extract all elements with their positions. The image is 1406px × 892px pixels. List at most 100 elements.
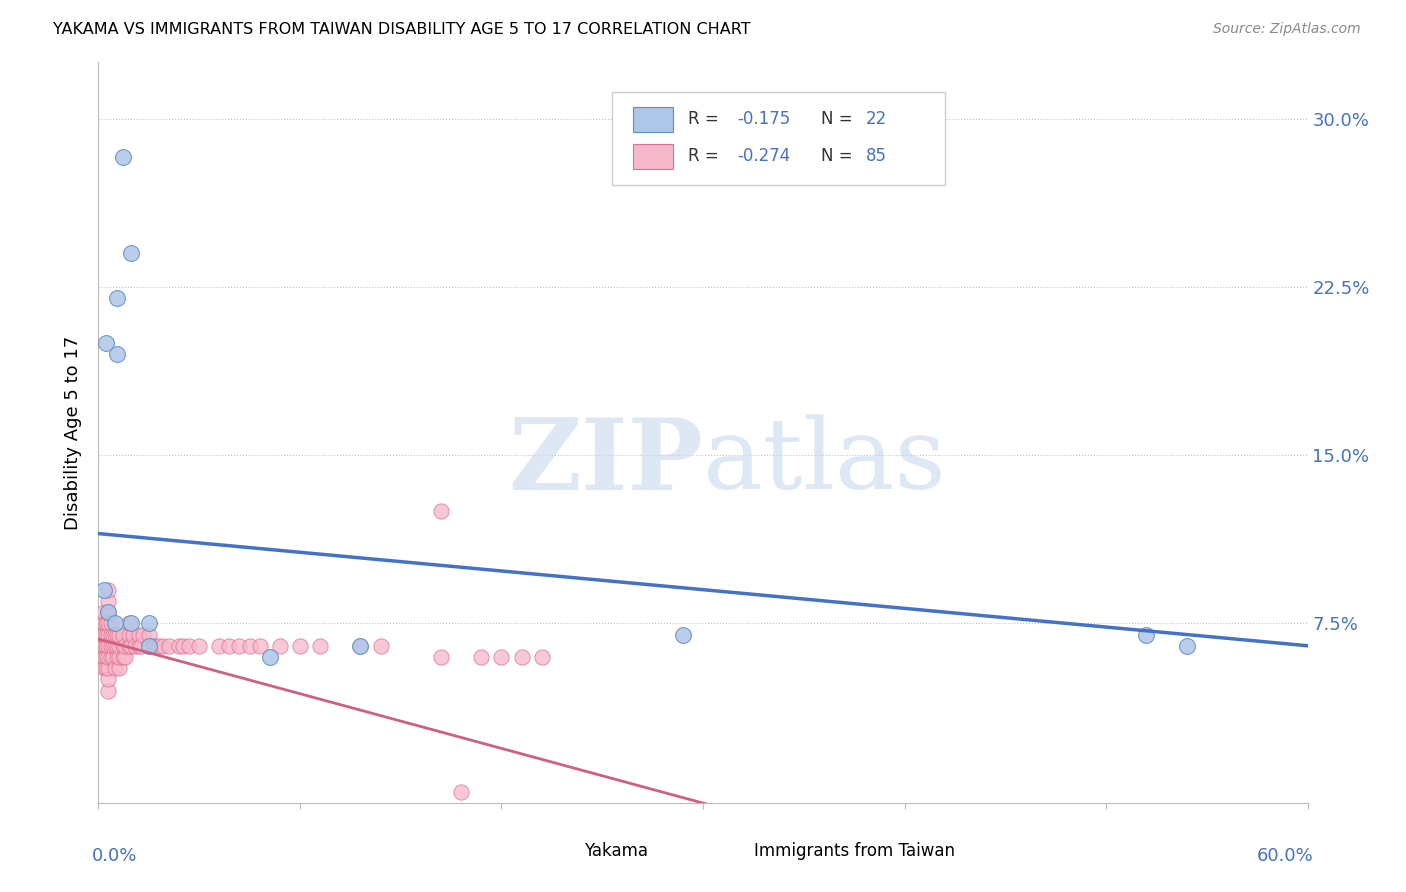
Point: [121, 627, 143, 641]
Bar: [633, 145, 673, 169]
Text: 60.0%: 60.0%: [1257, 847, 1313, 865]
Point: [105, 639, 128, 653]
Point: [370, 639, 392, 653]
Point: [138, 639, 160, 653]
Point: [97, 661, 120, 675]
Point: [93, 582, 115, 597]
Text: Yakama: Yakama: [585, 842, 648, 860]
Point: [672, 627, 695, 641]
Point: [120, 616, 142, 631]
Point: [100, 627, 122, 641]
Point: [97, 673, 120, 687]
Text: N =: N =: [821, 111, 859, 128]
Point: [157, 639, 180, 653]
Text: R =: R =: [689, 111, 724, 128]
Point: [97, 594, 120, 608]
Point: [208, 639, 231, 653]
Point: [93, 605, 115, 619]
Point: [107, 650, 129, 665]
Point: [101, 650, 124, 665]
Point: [138, 627, 160, 641]
Point: [97, 605, 120, 619]
Point: [96, 639, 118, 653]
Point: [124, 639, 146, 653]
Point: [430, 504, 453, 518]
Point: [107, 627, 129, 641]
Point: [269, 639, 291, 653]
Point: [152, 639, 174, 653]
Text: ZIP: ZIP: [508, 414, 703, 511]
Text: -0.274: -0.274: [737, 147, 790, 165]
Point: [142, 639, 165, 653]
Point: [259, 650, 281, 665]
Point: [91, 627, 114, 641]
Point: [228, 639, 250, 653]
Point: [107, 661, 129, 675]
Point: [103, 616, 125, 631]
Text: 0.0%: 0.0%: [93, 847, 138, 865]
Point: [111, 650, 134, 665]
Text: Immigrants from Taiwan: Immigrants from Taiwan: [754, 842, 955, 860]
Point: [93, 639, 115, 653]
Point: [118, 639, 141, 653]
Point: [120, 246, 142, 260]
Point: [349, 639, 371, 653]
Point: [93, 661, 115, 675]
Point: [138, 616, 160, 631]
Point: [97, 627, 120, 641]
Point: [148, 639, 170, 653]
Point: [188, 639, 211, 653]
Point: [128, 627, 150, 641]
Point: [111, 639, 134, 653]
Point: [1175, 639, 1198, 653]
Point: [97, 650, 120, 665]
Point: [96, 661, 118, 675]
Point: [93, 627, 115, 641]
Point: [96, 616, 118, 631]
Point: [93, 616, 115, 631]
Text: N =: N =: [821, 147, 859, 165]
Point: [470, 650, 492, 665]
Point: [97, 582, 120, 597]
Point: [96, 627, 118, 641]
Text: atlas: atlas: [703, 415, 946, 510]
Point: [97, 605, 120, 619]
Point: [167, 639, 190, 653]
Point: [97, 683, 120, 698]
Point: [97, 616, 120, 631]
Point: [129, 639, 152, 653]
Point: [179, 639, 201, 653]
Point: [349, 639, 371, 653]
Bar: [633, 107, 673, 132]
Point: [138, 639, 160, 653]
Text: 22: 22: [866, 111, 887, 128]
Point: [239, 639, 262, 653]
Point: [107, 639, 129, 653]
Bar: [546, 840, 572, 862]
Point: [450, 784, 472, 798]
Point: [114, 639, 136, 653]
Point: [510, 650, 533, 665]
Text: R =: R =: [689, 147, 724, 165]
Point: [105, 627, 128, 641]
Point: [100, 650, 122, 665]
Point: [128, 639, 150, 653]
Point: [120, 639, 142, 653]
Bar: [716, 840, 742, 862]
Point: [530, 650, 553, 665]
Point: [288, 639, 311, 653]
Point: [132, 627, 155, 641]
FancyBboxPatch shape: [613, 92, 945, 185]
Point: [143, 639, 166, 653]
Point: [114, 650, 136, 665]
Text: -0.175: -0.175: [737, 111, 790, 128]
Point: [93, 650, 115, 665]
Point: [430, 650, 453, 665]
Point: [96, 335, 118, 350]
Point: [105, 650, 128, 665]
Point: [103, 639, 125, 653]
Y-axis label: Disability Age 5 to 17: Disability Age 5 to 17: [65, 335, 83, 530]
Point: [103, 661, 125, 675]
Point: [91, 639, 114, 653]
Point: [491, 650, 513, 665]
